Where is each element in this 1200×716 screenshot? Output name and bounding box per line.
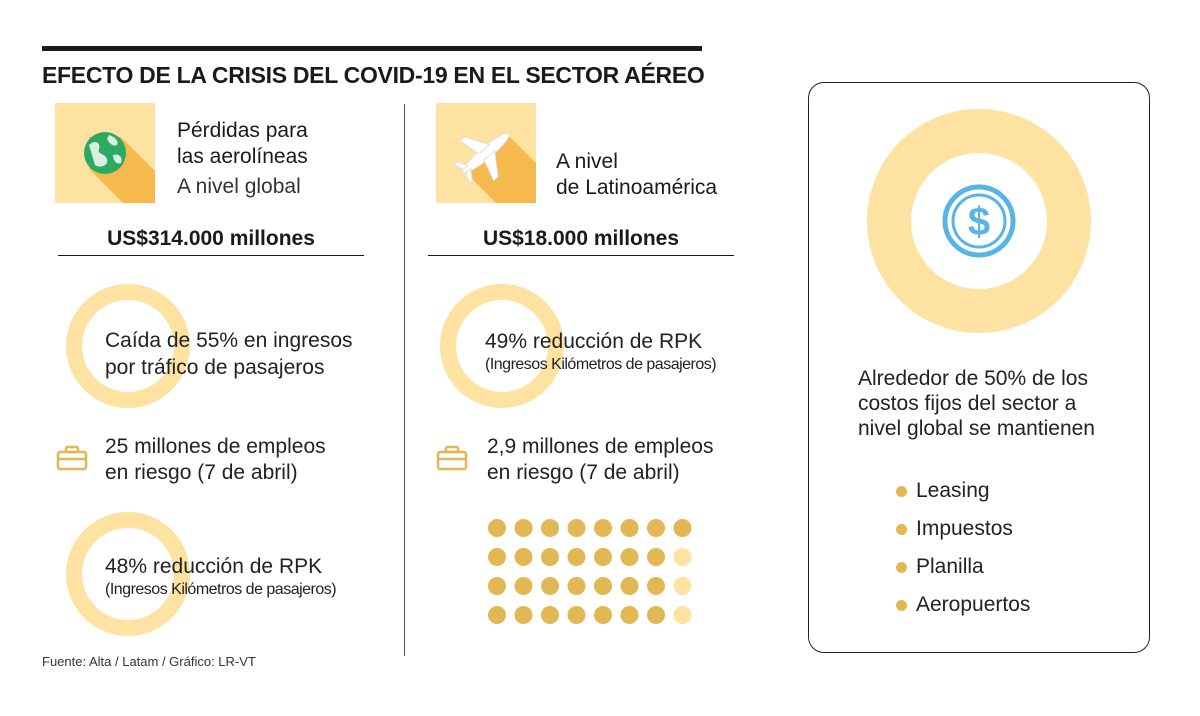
global-amount-rule bbox=[58, 255, 364, 256]
job-dot-filled bbox=[647, 577, 665, 595]
source-note: Fuente: Alta / Latam / Gráfico: LR-VT bbox=[42, 654, 256, 669]
latam-rpk-donut-track bbox=[440, 284, 564, 408]
fixed-costs-card bbox=[808, 82, 1150, 653]
latam-heading-line1: A nivel bbox=[556, 150, 618, 173]
bullet-dot bbox=[896, 485, 907, 497]
list-item-label: Aeropuertos bbox=[916, 593, 1031, 616]
global-revenue-line1: Caída de 55% en ingresos bbox=[105, 329, 353, 352]
latam-jobs-line2: en riesgo (7 de abril) bbox=[487, 461, 680, 484]
job-dot-filled bbox=[541, 577, 559, 595]
job-dot-filled bbox=[620, 606, 639, 624]
job-dot-empty bbox=[673, 606, 692, 624]
job-dot-filled bbox=[620, 519, 639, 537]
global-rpk-line1: 48% reducción de RPK bbox=[105, 555, 323, 578]
global-heading-line2: las aerolíneas bbox=[177, 145, 308, 168]
latam-jobs-text: 2,9 millones de empleos en riesgo (7 de … bbox=[487, 434, 713, 486]
list-item: Planilla bbox=[896, 548, 1030, 586]
latam-rpk-line2: (Ingresos Kilómetros de pasajeros) bbox=[485, 356, 717, 373]
global-heading: Pérdidas para las aerolíneas A nivel glo… bbox=[177, 118, 308, 200]
job-dot-empty bbox=[673, 548, 692, 566]
job-dot-filled bbox=[594, 577, 612, 595]
latam-rpk-donut bbox=[440, 284, 564, 408]
job-dot-filled bbox=[673, 519, 692, 537]
job-dot-filled bbox=[567, 606, 586, 624]
bullet-dot bbox=[896, 599, 907, 611]
latam-amount: US$18.000 millones bbox=[482, 227, 680, 250]
latam-rpk-line1: 49% reducción de RPK bbox=[485, 330, 703, 353]
job-dot-filled bbox=[514, 548, 533, 566]
global-amount: US$314.000 millones bbox=[107, 227, 315, 250]
svg-text:$: $ bbox=[968, 200, 990, 244]
fixed-costs-line2: costos fijos del sector a bbox=[858, 392, 1077, 415]
fixed-costs-donut-track bbox=[867, 109, 1091, 333]
job-dot-empty bbox=[673, 577, 692, 595]
global-revenue-line2: por tráfico de pasajeros bbox=[105, 356, 325, 379]
global-revenue-donut bbox=[66, 284, 190, 408]
list-item: Aeropuertos bbox=[896, 586, 1030, 624]
latam-amount-rule bbox=[428, 255, 734, 256]
column-divider bbox=[404, 104, 405, 656]
title-bar bbox=[42, 46, 702, 51]
job-dot-filled bbox=[541, 606, 559, 624]
globe-icon bbox=[84, 132, 155, 203]
job-dot-filled bbox=[620, 577, 639, 595]
jobs-dot-grid bbox=[488, 519, 692, 624]
latam-heading-line2: de Latinoamérica bbox=[556, 176, 718, 199]
bullet-dot bbox=[896, 523, 907, 535]
list-item: Impuestos bbox=[896, 510, 1030, 548]
globe-icon-box bbox=[55, 103, 155, 203]
global-subheading: A nivel global bbox=[177, 175, 301, 198]
job-dot-filled bbox=[594, 606, 612, 624]
global-rpk-donut bbox=[66, 512, 190, 636]
list-item-label: Impuestos bbox=[916, 517, 1013, 540]
briefcase-icon bbox=[56, 445, 88, 471]
job-dot-filled bbox=[567, 519, 586, 537]
job-dot-filled bbox=[620, 548, 639, 566]
fixed-costs-line3: nivel global se mantienen bbox=[858, 417, 1095, 440]
global-jobs-line2: en riesgo (7 de abril) bbox=[105, 461, 298, 484]
global-heading-line1: Pérdidas para bbox=[177, 119, 308, 142]
latam-jobs-line1: 2,9 millones de empleos bbox=[487, 435, 714, 458]
page-title: EFECTO DE LA CRISIS DEL COVID-19 EN EL S… bbox=[42, 62, 705, 88]
job-dot-filled bbox=[488, 519, 506, 537]
job-dot-filled bbox=[514, 519, 533, 537]
latam-rpk-text: 49% reducción de RPK (Ingresos Kilómetro… bbox=[485, 328, 717, 375]
job-dot-filled bbox=[647, 606, 665, 624]
bullet-dot bbox=[896, 561, 907, 573]
list-item-label: Planilla bbox=[916, 555, 984, 578]
fixed-costs-text: Alrededor de 50% de los costos fijos del… bbox=[858, 366, 1138, 441]
latam-heading: A nivel de Latinoamérica bbox=[556, 149, 717, 201]
job-dot-filled bbox=[647, 548, 665, 566]
job-dot-filled bbox=[488, 577, 506, 595]
global-revenue-text: Caída de 55% en ingresos por tráfico de … bbox=[105, 327, 353, 381]
global-revenue-donut-track bbox=[66, 284, 190, 408]
job-dot-filled bbox=[594, 519, 612, 537]
briefcase-icon bbox=[436, 445, 468, 471]
dollar-icon: $ bbox=[942, 184, 1016, 258]
job-dot-filled bbox=[541, 548, 559, 566]
global-jobs-line1: 25 millones de empleos bbox=[105, 435, 326, 458]
job-dot-filled bbox=[594, 548, 612, 566]
job-dot-filled bbox=[567, 577, 586, 595]
airplane-icon-box bbox=[436, 103, 536, 203]
airplane-icon bbox=[452, 132, 536, 203]
global-jobs-text: 25 millones de empleos en riesgo (7 de a… bbox=[105, 434, 326, 486]
job-dot-filled bbox=[541, 519, 559, 537]
global-rpk-donut-track bbox=[66, 512, 190, 636]
job-dot-filled bbox=[488, 606, 506, 624]
list-item-label: Leasing bbox=[916, 479, 990, 502]
fixed-costs-donut: $ bbox=[867, 109, 1091, 333]
list-item: Leasing bbox=[896, 472, 1030, 510]
job-dot-filled bbox=[514, 606, 533, 624]
fixed-costs-line1: Alrededor de 50% de los bbox=[858, 367, 1088, 390]
job-dot-filled bbox=[488, 548, 506, 566]
global-rpk-text: 48% reducción de RPK (Ingresos Kilómetro… bbox=[105, 553, 337, 600]
job-dot-filled bbox=[647, 519, 665, 537]
global-rpk-line2: (Ingresos Kilómetros de pasajeros) bbox=[105, 581, 337, 598]
job-dot-filled bbox=[514, 577, 533, 595]
fixed-costs-list: Leasing Impuestos Planilla Aeropuertos bbox=[896, 472, 1030, 624]
job-dot-filled bbox=[567, 548, 586, 566]
